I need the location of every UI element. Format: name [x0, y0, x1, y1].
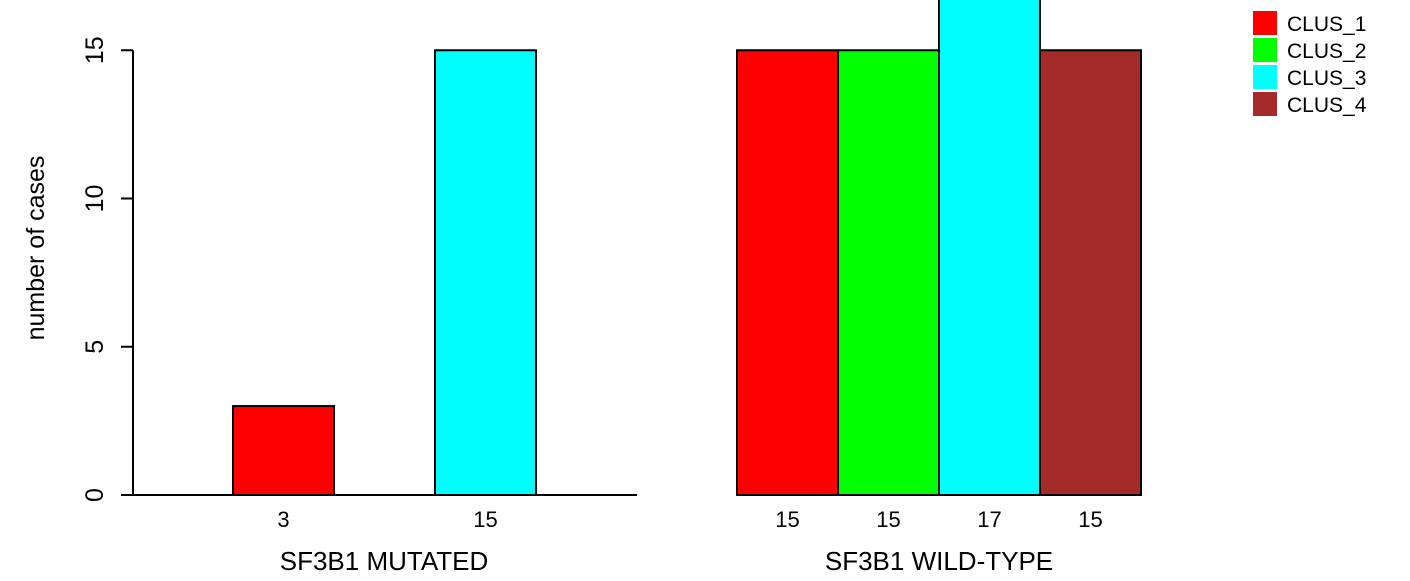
legend-swatch [1253, 11, 1277, 35]
bar [232, 405, 335, 496]
chart-panels: 3 15 SF3B1 MUTATED 15 15 17 15 SF3B1 WILD-TYPE [133, 0, 1142, 576]
bar [1039, 49, 1142, 496]
bar [938, 0, 1041, 496]
bar [837, 49, 940, 496]
legend-label: CLUS_2 [1287, 40, 1366, 63]
bar-count-label: 15 [876, 507, 900, 532]
bar-count-label: 17 [977, 507, 1001, 532]
bar-group: 15 15 17 15 SF3B1 WILD-TYPE [736, 0, 1142, 576]
y-tick-label: 5 [81, 340, 109, 354]
legend-item: CLUS_1 [1253, 11, 1366, 36]
legend-label: CLUS_1 [1287, 13, 1366, 36]
y-tick-label: 0 [81, 488, 109, 502]
legend: CLUS_1 CLUS_2 CLUS_3 CLUS_4 [1253, 11, 1367, 117]
bar-count-label: 15 [1078, 507, 1102, 532]
bar-group: 3 15 SF3B1 MUTATED [133, 49, 637, 576]
bar-count-label: 3 [277, 507, 289, 532]
legend-swatch [1253, 65, 1277, 89]
group-label: SF3B1 MUTATED [280, 546, 489, 576]
legend-item: CLUS_2 [1253, 38, 1366, 63]
legend-item: CLUS_3 [1253, 65, 1366, 90]
group-label: SF3B1 WILD-TYPE [825, 546, 1053, 576]
bar [434, 49, 537, 496]
legend-swatch [1253, 38, 1277, 62]
legend-label: CLUS_4 [1287, 94, 1367, 117]
legend-item: CLUS_4 [1253, 92, 1367, 117]
y-axis-label: number of cases [22, 156, 50, 341]
bar [736, 49, 839, 496]
y-axis: 0 5 10 15 [81, 36, 134, 502]
y-tick-label: 10 [81, 185, 109, 213]
legend-swatch [1253, 92, 1277, 116]
bar-count-label: 15 [775, 507, 799, 532]
legend-label: CLUS_3 [1287, 67, 1366, 90]
y-tick-label: 15 [81, 36, 109, 64]
bar-count-label: 15 [473, 507, 497, 532]
